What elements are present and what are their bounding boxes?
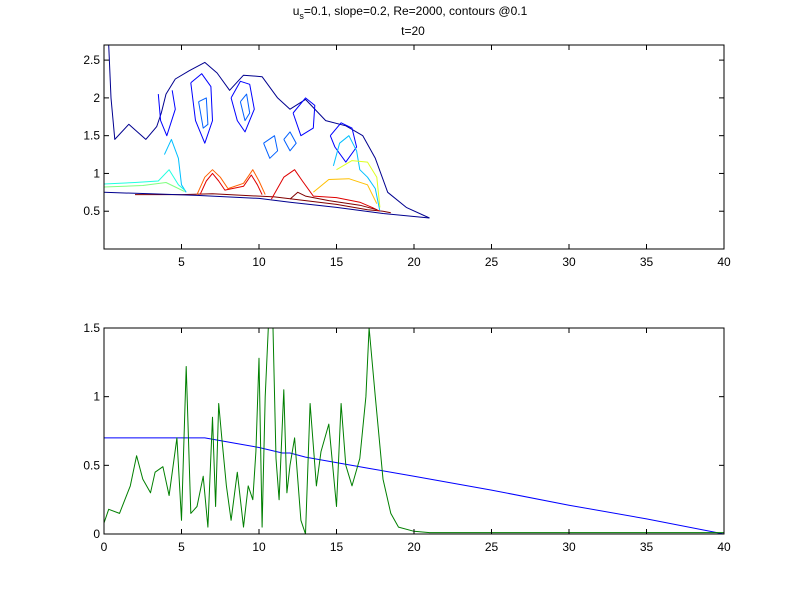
x-tick-label: 20 [407,540,421,554]
title-prefix: u [293,4,300,18]
x-tick-label: 30 [562,255,576,269]
figure-title-line2: t=20 [401,24,425,38]
contour-line-14 [104,169,185,191]
contour-line-16 [336,160,381,208]
contour-line-9 [239,93,251,122]
axes-box [103,44,725,250]
contour-line-8 [198,97,209,129]
x-tick-label: 5 [178,540,185,554]
x-tick-label: 30 [562,540,576,554]
x-tick-label: 15 [330,540,344,554]
contour-line-21 [289,191,377,211]
y-tick-label: 1 [93,390,100,404]
y-tick-label: 1.5 [83,321,100,335]
x-tick-label: 0 [101,540,108,554]
contour-line-12 [163,138,187,193]
x-tick-label: 40 [717,255,731,269]
y-tick-label: 2.5 [83,53,100,67]
contour-line-6 [292,97,316,137]
x-tick-label: 15 [330,255,344,269]
contour-line-17 [312,178,378,204]
y-tick-label: 1.5 [83,129,100,143]
x-tick-label: 20 [407,255,421,269]
x-tick-label: 5 [178,255,185,269]
title-rest: =0.1, slope=0.2, Re=2000, contours @0.1 [304,4,528,18]
contour-plot: 5 10 15 20 25 30 35 40 0.5 1 1.5 2 2.5 [83,44,731,269]
x-tick-label: 40 [717,540,731,554]
x-tick-label: 25 [485,540,499,554]
x-tick-label: 35 [640,255,654,269]
x-tick-label: 10 [252,255,266,269]
contour-line-2 [108,45,430,219]
contour-line-5 [230,80,255,133]
contour-line-13 [332,135,381,212]
profile-plot: 0 5 10 15 20 25 30 35 40 0 0.5 1 1.5 [83,321,731,554]
contour-line-7 [329,122,358,163]
title-subscript: s [299,11,304,21]
contour-line-19 [199,172,263,195]
contour-line-18 [196,169,266,195]
contour-line-1 [104,191,430,219]
series-group [104,45,430,219]
x-tick-label: 35 [640,540,654,554]
series-line-1 [104,328,724,534]
contour-line-3 [157,90,176,137]
figure-title-line1: us=0.1, slope=0.2, Re=2000, contours @0.… [293,4,528,21]
axes-box [103,327,725,535]
x-tick-label: 25 [485,255,499,269]
series-group [104,328,724,534]
contour-line-20 [270,169,381,212]
y-tick-label: 2 [93,91,100,105]
y-tick-label: 0 [93,527,100,541]
contour-line-15 [104,182,185,193]
x-tick-label: 10 [252,540,266,554]
y-tick-label: 0.5 [83,458,100,472]
contour-line-11 [283,131,297,152]
contour-line-4 [190,73,213,144]
y-tick-label: 1 [93,166,100,180]
y-tick-label: 0.5 [83,204,100,218]
contour-line-10 [263,135,279,159]
series-line-0 [104,437,724,534]
